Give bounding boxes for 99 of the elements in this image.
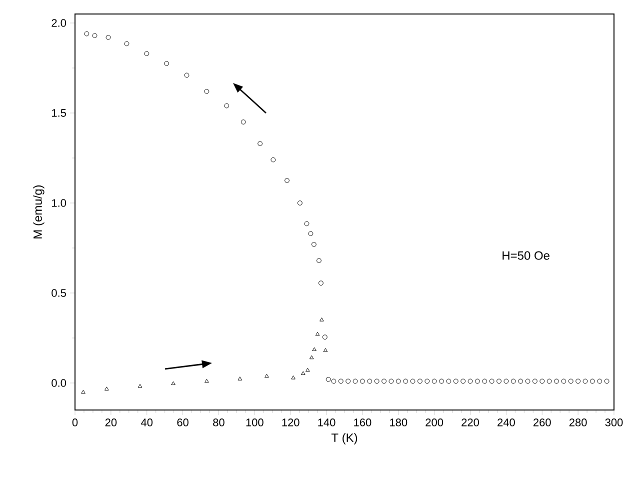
point — [264, 374, 269, 378]
x-tick-label: 200 — [426, 418, 444, 426]
point — [475, 378, 480, 384]
point — [453, 378, 458, 384]
point — [306, 368, 310, 372]
point — [568, 378, 574, 384]
point — [346, 378, 351, 384]
point — [284, 178, 290, 183]
x-tick-label: 300 — [605, 418, 623, 426]
x-tick-label: 20 — [105, 418, 117, 426]
y-tick-label: 1.5 — [52, 109, 66, 117]
point — [504, 378, 509, 384]
point — [561, 378, 566, 384]
x-tick-label: 60 — [177, 418, 188, 426]
point — [604, 378, 610, 384]
point — [367, 378, 372, 384]
point — [597, 378, 602, 384]
point — [171, 381, 176, 386]
point — [104, 386, 109, 390]
point — [331, 378, 336, 384]
point — [482, 378, 488, 384]
point — [315, 332, 320, 336]
point — [320, 318, 324, 322]
y-tick-label: 0.0 — [52, 379, 66, 387]
x-tick-label: 0 — [72, 418, 78, 426]
x-tick-label: 240 — [498, 418, 515, 426]
point — [546, 378, 552, 384]
point — [489, 378, 494, 384]
point — [410, 378, 416, 384]
point — [204, 378, 209, 383]
x-tick-label: 100 — [246, 418, 264, 426]
point — [326, 376, 331, 382]
x-tick-label: 140 — [318, 418, 336, 426]
point — [424, 378, 430, 384]
x-tick-label: 220 — [462, 418, 479, 426]
point — [106, 34, 111, 40]
point — [403, 378, 408, 384]
point — [312, 242, 316, 247]
point — [81, 390, 86, 394]
point — [322, 334, 328, 340]
point — [518, 378, 524, 384]
point — [582, 378, 588, 384]
point — [318, 280, 324, 286]
point — [316, 258, 322, 264]
point — [124, 41, 130, 46]
point — [204, 88, 210, 94]
point — [360, 378, 365, 384]
x-tick-label: 180 — [390, 418, 408, 426]
point — [258, 141, 263, 146]
point — [468, 378, 473, 384]
point — [576, 378, 581, 384]
point — [184, 72, 190, 78]
point — [291, 376, 296, 380]
point — [240, 120, 246, 124]
annotation: H=50 Oe — [502, 251, 550, 260]
point — [238, 376, 242, 380]
x-tick-label: 80 — [213, 418, 224, 426]
point — [439, 378, 444, 384]
x-tick-label: 40 — [141, 418, 153, 426]
point — [338, 378, 344, 384]
point — [92, 33, 98, 38]
y-tick-label: 2.0 — [52, 19, 66, 27]
point — [270, 157, 276, 162]
point — [540, 378, 545, 384]
point — [382, 378, 386, 384]
y-tick-label: 0.5 — [52, 289, 66, 297]
point — [525, 378, 530, 384]
point — [446, 378, 452, 384]
point — [297, 200, 302, 206]
x-tick-label: 120 — [282, 418, 300, 426]
point — [84, 31, 90, 36]
point — [309, 355, 314, 360]
point — [301, 371, 306, 375]
point — [304, 221, 310, 226]
y-tick-label: 1.0 — [52, 199, 66, 207]
x-tick-label: 160 — [354, 418, 372, 426]
point — [590, 378, 595, 384]
x-axis-title: T (K) — [331, 433, 358, 444]
point — [312, 347, 316, 352]
point — [323, 348, 328, 352]
x-tick-label: 280 — [569, 418, 587, 426]
point — [352, 378, 358, 384]
point — [374, 378, 380, 384]
point — [460, 378, 466, 384]
point — [144, 51, 150, 56]
point — [554, 378, 559, 384]
point — [396, 378, 401, 384]
point — [510, 378, 516, 384]
point — [164, 61, 170, 66]
point — [138, 384, 142, 388]
point — [532, 378, 538, 384]
point — [308, 231, 314, 236]
point — [224, 103, 230, 108]
point — [388, 378, 394, 384]
point — [418, 378, 422, 384]
x-tick-label: 260 — [534, 418, 551, 426]
y-axis-title: M (emu/g) — [33, 185, 44, 238]
point — [496, 378, 502, 384]
point — [432, 378, 437, 384]
